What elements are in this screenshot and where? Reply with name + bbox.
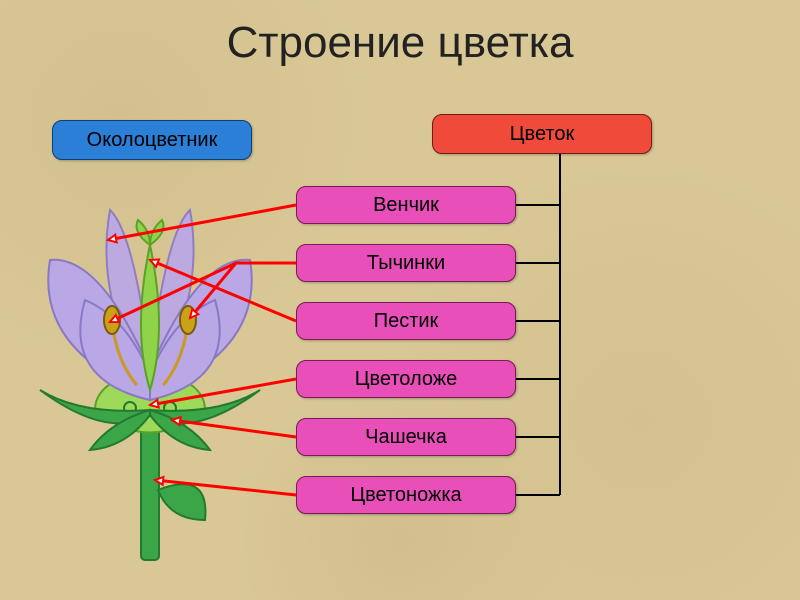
label-part-receptacle: Цветоложе	[296, 360, 516, 398]
label-flower-root-text: Цветок	[510, 123, 574, 146]
label-part-pistil-text: Пестик	[374, 310, 439, 333]
label-part-corolla-text: Венчик	[373, 194, 439, 217]
label-part-calyx: Чашечка	[296, 418, 516, 456]
label-part-pistil: Пестик	[296, 302, 516, 340]
label-part-stamens-text: Тычинки	[367, 252, 445, 275]
label-part-stamens: Тычинки	[296, 244, 516, 282]
label-part-calyx-text: Чашечка	[365, 426, 447, 449]
flower-illustration	[40, 210, 260, 560]
label-perianth: Околоцветник	[52, 120, 252, 160]
page-title: Строение цветка	[0, 0, 800, 68]
label-flower-root: Цветок	[432, 114, 652, 154]
label-part-pedicel-text: Цветоножка	[350, 484, 461, 507]
label-part-corolla: Венчик	[296, 186, 516, 224]
label-part-pedicel: Цветоножка	[296, 476, 516, 514]
label-part-receptacle-text: Цветоложе	[355, 368, 458, 391]
label-perianth-text: Околоцветник	[87, 129, 218, 152]
